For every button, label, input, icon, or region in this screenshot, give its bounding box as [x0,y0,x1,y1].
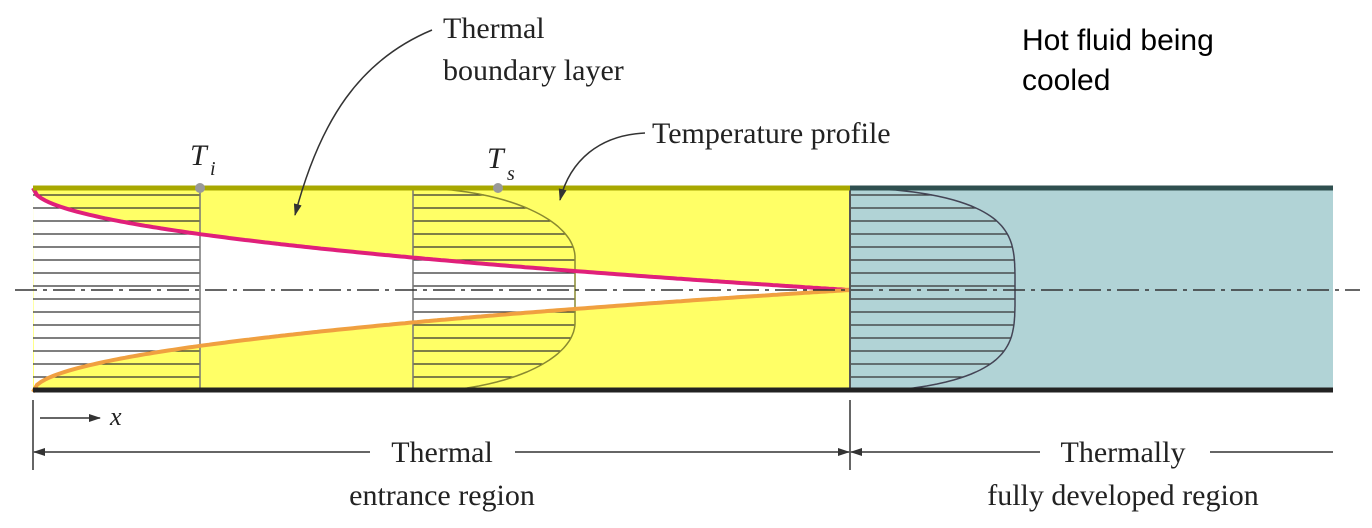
region-label: Thermally [1061,436,1186,469]
label: Temperature profile [652,117,891,150]
point [493,183,503,193]
subscript: i [210,158,216,180]
label: boundary layer [443,54,624,87]
region-label: entrance region [349,479,535,512]
developed-region-fill [850,188,1333,390]
axis-label: x [109,402,122,431]
note: Hot fluid being [1022,24,1214,57]
temperature-profile-curve [412,187,576,391]
boundary-layer-edge [31,187,850,292]
developed-profile-curve [849,187,1016,391]
point [195,183,205,193]
leader-arrow [293,29,433,216]
boundary-layer-edge [31,288,850,393]
note: cooled [1022,64,1110,97]
profile-hatching [33,194,1015,378]
symbol: T [487,142,506,175]
label: Thermal [443,12,545,45]
region-label: Thermal [391,436,493,469]
region-label: fully developed region [987,479,1259,512]
symbol: T [190,139,209,172]
leader-arrow [558,132,646,201]
subscript: s [507,163,515,185]
thermal-core [33,188,850,389]
